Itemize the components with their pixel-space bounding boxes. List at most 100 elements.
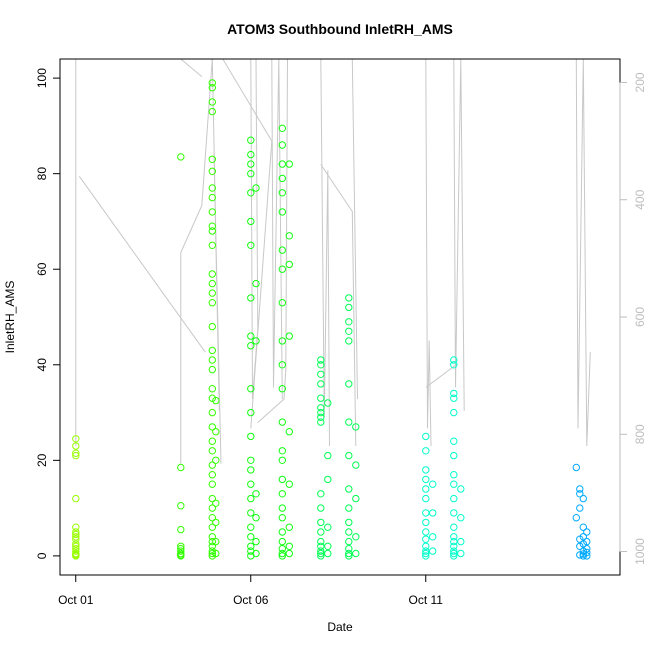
data-point	[422, 542, 430, 550]
data-point	[177, 153, 185, 161]
data-point	[208, 155, 217, 164]
data-point	[212, 499, 220, 507]
data-point	[422, 547, 430, 555]
trace-segment	[250, 58, 259, 400]
data-point	[576, 551, 584, 559]
data-point	[208, 533, 217, 541]
data-point	[422, 475, 430, 484]
data-point	[317, 542, 325, 550]
data-point	[352, 533, 360, 541]
data-point	[285, 428, 293, 436]
data-point	[72, 552, 80, 560]
data-point	[208, 494, 217, 503]
data-point	[247, 241, 255, 250]
y2-tick-label: 600	[633, 307, 647, 327]
data-point	[212, 428, 220, 436]
data-point	[177, 542, 185, 550]
data-point	[345, 318, 353, 326]
data-point	[345, 451, 353, 460]
data-point	[247, 136, 255, 144]
data-point	[252, 514, 260, 522]
data-point	[579, 523, 587, 531]
trace-segment	[78, 176, 206, 353]
data-point	[72, 533, 80, 541]
data-point	[72, 540, 80, 548]
data-point	[285, 232, 293, 240]
data-point	[422, 552, 430, 560]
data-point	[324, 475, 332, 484]
data-point	[317, 418, 325, 426]
data-point	[212, 396, 220, 405]
data-point	[317, 408, 325, 417]
data-point	[450, 356, 458, 364]
data-point	[450, 471, 458, 479]
data-point	[317, 547, 325, 555]
data-point	[278, 361, 286, 369]
data-point	[576, 490, 584, 498]
y2-tick-label: 1000	[633, 538, 647, 565]
data-point	[345, 294, 353, 302]
data-point	[317, 380, 325, 388]
secondary-y-axis: 200 400 600 800 1000	[619, 72, 647, 565]
data-point	[278, 537, 286, 546]
data-point	[252, 184, 260, 192]
data-point	[212, 456, 220, 464]
data-point	[278, 174, 286, 183]
data-point	[576, 542, 584, 550]
data-point	[247, 160, 255, 168]
data-point	[208, 365, 217, 374]
data-point	[450, 437, 458, 445]
data-point	[324, 549, 332, 558]
data-point	[278, 299, 286, 307]
data-point	[212, 537, 220, 546]
data-point	[247, 523, 255, 531]
data-point	[576, 535, 584, 543]
data-point	[450, 408, 458, 417]
trace-segment	[222, 58, 273, 429]
data-point	[317, 394, 325, 402]
data-point	[212, 549, 220, 558]
data-point	[317, 504, 325, 512]
data-point	[317, 490, 325, 498]
data-point	[285, 260, 293, 269]
data-point	[422, 485, 430, 493]
data-point	[450, 523, 458, 531]
data-point	[450, 537, 458, 546]
y-tick-label: 80	[35, 167, 49, 181]
data-point	[579, 494, 587, 503]
data-point	[450, 394, 458, 402]
data-point	[278, 514, 286, 522]
data-point	[208, 184, 217, 192]
data-point	[278, 456, 286, 464]
data-point	[345, 337, 353, 345]
data-point	[252, 537, 260, 546]
data-point	[352, 423, 360, 431]
trace-segment	[453, 58, 465, 411]
data-point	[345, 518, 353, 527]
data-point	[72, 547, 80, 555]
data-point	[252, 279, 260, 288]
data-point	[278, 141, 286, 149]
plot-frame	[59, 58, 621, 576]
data-point	[345, 303, 353, 312]
data-point	[247, 542, 255, 550]
data-point	[285, 160, 293, 168]
data-point	[429, 533, 437, 541]
data-point	[208, 167, 217, 176]
points-layer	[72, 79, 591, 560]
data-point	[208, 107, 217, 116]
data-point	[345, 552, 353, 560]
data-point	[208, 299, 217, 307]
data-point	[212, 518, 220, 527]
data-point	[450, 533, 458, 541]
trace-segment	[271, 58, 283, 400]
data-point	[208, 461, 217, 469]
data-point	[317, 537, 325, 546]
data-point	[422, 535, 430, 543]
data-point	[72, 528, 80, 536]
data-point	[208, 385, 217, 393]
data-point	[345, 545, 353, 553]
data-point	[208, 279, 217, 288]
data-point	[450, 552, 458, 560]
data-point	[208, 346, 217, 355]
